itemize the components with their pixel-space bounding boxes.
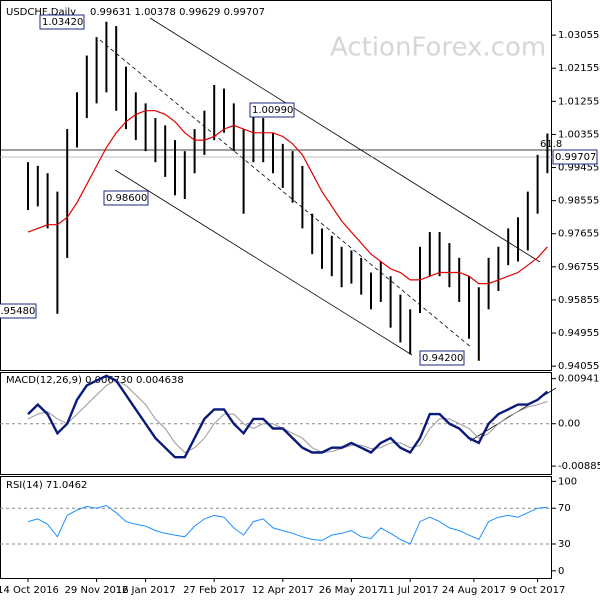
y-tick-label: 0.98555 xyxy=(558,196,599,207)
y-tick-label: 0.009411 xyxy=(558,374,600,385)
rsi-panel xyxy=(0,476,552,579)
annotation: 1.00990 xyxy=(252,105,293,116)
y-tick-label: 0.96755 xyxy=(558,262,599,273)
chart-title: USDCHF,Daily xyxy=(6,7,76,18)
y-tick-label: 0.95855 xyxy=(558,295,599,306)
annotation: 0.99707 xyxy=(555,152,596,163)
y-tick-label: 30 xyxy=(558,539,571,550)
rsi-title: RSI(14) 71.0462 xyxy=(6,480,87,491)
y-tick-label: 1.00355 xyxy=(558,129,599,140)
y-tick-label: 1.03055 xyxy=(558,30,599,41)
annotation: 0.95480 xyxy=(0,306,35,317)
x-tick-label: 27 Feb 2017 xyxy=(183,585,245,596)
annotation-box xyxy=(39,14,85,30)
channel-mid xyxy=(99,39,473,349)
annotation: 0.98600 xyxy=(106,193,147,204)
x-tick-label: 24 Aug 2017 xyxy=(442,585,506,596)
x-tick-label: 11 Jul 2017 xyxy=(382,585,439,596)
annotation-box xyxy=(552,149,598,165)
x-tick-label: 12 Jan 2017 xyxy=(116,585,176,596)
annotation: 0.94200 xyxy=(422,353,463,364)
x-tick-label: 9 Oct 2017 xyxy=(510,585,565,596)
x-tick-label: 12 Apr 2017 xyxy=(252,585,314,596)
y-tick-label: 0.94955 xyxy=(558,328,599,339)
y-tick-label: 0.97655 xyxy=(558,229,599,240)
annotation: 1.03420 xyxy=(42,17,83,28)
annotation: 61.8 xyxy=(540,139,562,150)
signal-line xyxy=(27,380,548,454)
y-tick-label: 0 xyxy=(558,566,564,577)
channel-upper xyxy=(149,17,541,263)
macd-line xyxy=(27,374,549,459)
x-tick-label: 29 Nov 2016 xyxy=(65,585,129,596)
chart-subtitle: 0.99631 1.00378 0.99629 0.99707 xyxy=(90,7,265,18)
y-tick-label: 70 xyxy=(558,503,571,514)
annotation-box xyxy=(0,303,37,319)
x-tick-label: 14 Oct 2016 xyxy=(0,585,59,596)
channel-lower xyxy=(114,169,413,356)
annotation-box xyxy=(103,190,149,206)
y-tick-label: 0.94055 xyxy=(558,361,599,372)
price-panel xyxy=(0,0,552,371)
y-tick-label: 0.99455 xyxy=(558,163,599,174)
rsi-line xyxy=(27,504,548,545)
y-tick-label: 100 xyxy=(558,476,577,487)
y-tick-label: 1.01255 xyxy=(558,96,599,107)
watermark: ActionForex.com xyxy=(330,33,546,63)
y-tick-label: -0.008852 xyxy=(558,461,600,472)
annotation-box xyxy=(419,350,465,366)
y-tick-label: 0.00 xyxy=(558,419,580,430)
x-tick-label: 26 May 2017 xyxy=(319,585,384,596)
annotation-box xyxy=(249,102,295,118)
y-tick-label: 1.02155 xyxy=(558,63,599,74)
moving-average xyxy=(27,110,548,285)
